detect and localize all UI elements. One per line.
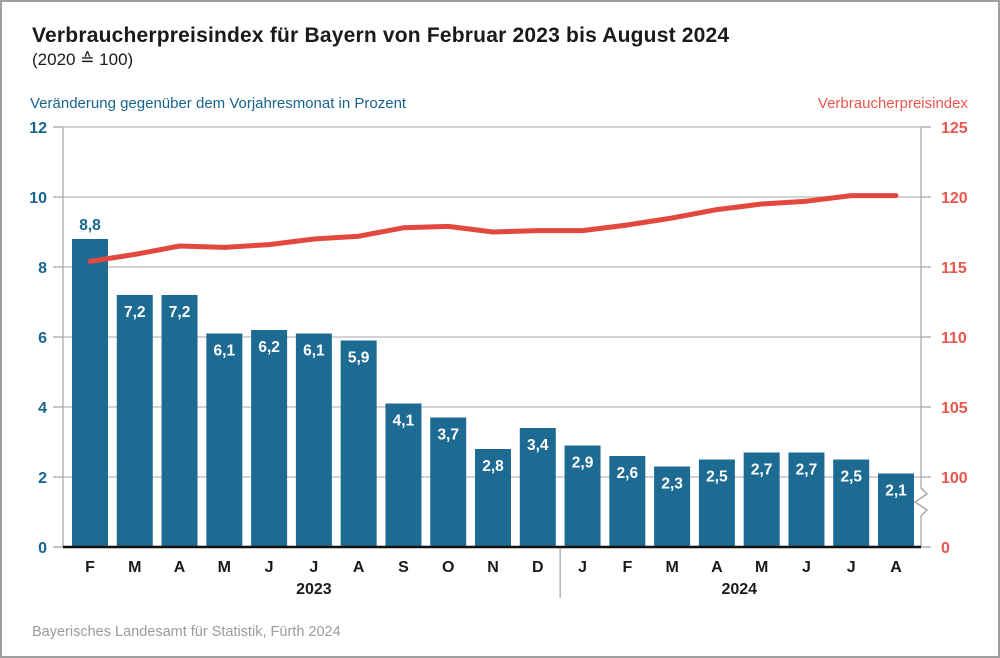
month-label: J <box>265 559 274 576</box>
month-label: J <box>847 559 856 576</box>
month-label: F <box>85 559 95 576</box>
bar <box>519 428 556 547</box>
bar <box>743 452 780 547</box>
bar-value-label: 4,1 <box>393 413 415 430</box>
bar-value-label: 5,9 <box>348 350 370 367</box>
axis-break-icon <box>913 487 929 517</box>
bar-value-label: 2,3 <box>661 476 683 493</box>
bar <box>654 466 691 547</box>
bar <box>161 295 198 547</box>
bar <box>430 417 467 547</box>
month-label: J <box>578 559 587 576</box>
month-label: J <box>309 559 318 576</box>
left-tick-label: 12 <box>29 120 47 137</box>
month-label: O <box>442 559 454 576</box>
bar-value-label: 2,7 <box>751 462 773 479</box>
right-tick-label: 105 <box>941 400 968 417</box>
month-label: D <box>532 559 544 576</box>
month-label: M <box>218 559 231 576</box>
left-tick-label: 8 <box>38 260 47 277</box>
right-tick-label: 100 <box>941 470 968 487</box>
bar <box>206 333 243 547</box>
bar-value-label: 6,2 <box>258 339 280 356</box>
bar <box>609 456 646 547</box>
left-axis-title: Veränderung gegenüber dem Vorjahresmonat… <box>30 95 407 112</box>
axis-break-mask <box>916 488 926 516</box>
bar-value-label: 7,2 <box>124 304 146 321</box>
right-tick-label: 0 <box>941 540 950 557</box>
month-label: M <box>755 559 768 576</box>
left-tick-label: 2 <box>38 470 47 487</box>
bar <box>788 452 825 547</box>
month-label: A <box>174 559 186 576</box>
bar <box>878 473 914 547</box>
right-axis-title: Verbraucherpreisindex <box>817 95 968 112</box>
month-label: S <box>398 559 409 576</box>
month-label: A <box>353 559 365 576</box>
right-tick-label: 120 <box>941 190 968 207</box>
right-tick-label: 110 <box>941 330 967 347</box>
bar-value-label: 2,9 <box>572 455 594 472</box>
bar-value-label: 6,1 <box>303 343 325 360</box>
bar-value-label: 7,2 <box>169 304 191 321</box>
bar-value-label: 2,5 <box>706 469 728 486</box>
bar <box>251 330 288 547</box>
bar <box>72 239 108 547</box>
bar-value-label: 3,7 <box>437 427 459 444</box>
right-tick-label: 125 <box>941 120 968 137</box>
year-label: 2023 <box>296 581 332 598</box>
month-label: F <box>622 559 632 576</box>
left-tick-label: 10 <box>29 190 47 207</box>
bar-value-label: 8,8 <box>79 217 101 234</box>
bar-value-label: 2,1 <box>885 483 907 500</box>
bar <box>340 340 377 547</box>
bar <box>475 449 511 547</box>
month-label: A <box>890 559 902 576</box>
bar <box>295 333 332 547</box>
bar-value-label: 3,4 <box>527 437 549 454</box>
bar <box>116 295 153 547</box>
month-label: M <box>665 559 678 576</box>
bar-value-label: 2,8 <box>482 458 504 475</box>
bar-value-label: 2,7 <box>796 462 818 479</box>
month-label: M <box>128 559 141 576</box>
month-label: J <box>802 559 811 576</box>
bar-value-label: 2,5 <box>840 469 862 486</box>
left-tick-label: 4 <box>38 400 47 417</box>
left-tick-label: 6 <box>38 330 47 347</box>
month-label: A <box>711 559 723 576</box>
left-tick-label: 0 <box>38 540 47 557</box>
source-note: Bayerisches Landesamt für Statistik, Für… <box>32 624 341 640</box>
index-line <box>87 193 899 264</box>
right-tick-label: 115 <box>941 260 967 277</box>
bar-value-label: 6,1 <box>214 343 236 360</box>
chart-title: Verbraucherpreisindex für Bayern von Feb… <box>32 24 730 47</box>
bar <box>698 459 735 547</box>
bar-value-label: 2,6 <box>617 465 639 482</box>
bar <box>833 459 870 547</box>
bar <box>385 403 422 547</box>
year-label: 2024 <box>721 581 757 598</box>
month-label: N <box>487 559 499 576</box>
bar <box>564 445 601 547</box>
chart-subtitle: (2020 ≙ 100) <box>32 50 134 69</box>
